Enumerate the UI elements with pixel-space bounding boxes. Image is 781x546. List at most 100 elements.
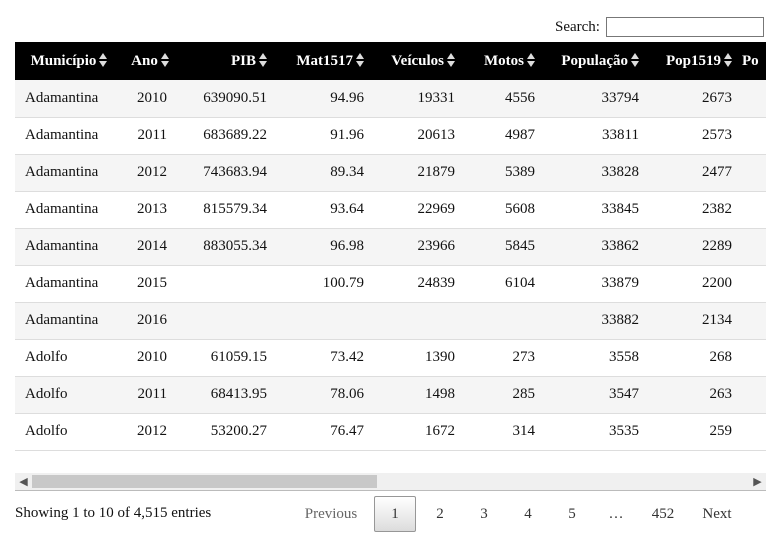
table-cell: Adolfo (25, 386, 68, 402)
horizontal-scrollbar[interactable]: ◀ ▶ (15, 473, 766, 491)
table-cell: 96.98 (330, 238, 364, 254)
sort-both-icon (447, 52, 455, 67)
table-row: Adolfo 2012 53200.27 76.47 1672 314 3535 259 (15, 413, 766, 450)
table-cell (742, 339, 766, 376)
column-header[interactable]: População (545, 42, 649, 80)
sort-both-icon (527, 52, 535, 67)
table-cell: 2673 (702, 89, 732, 106)
column-header[interactable]: Ano (123, 42, 177, 80)
column-header-label: Po (742, 52, 759, 69)
table-cell: 2011 (137, 127, 167, 143)
page-button[interactable]: 2 (436, 505, 444, 522)
table-row: Adamantina 2013 815579.34 93.64 22969 5608 338… (15, 191, 766, 228)
sort-both-icon (356, 52, 364, 67)
table-cell: 33862 (601, 238, 640, 254)
table-cell: 1498 (425, 386, 455, 402)
page-button[interactable]: 3 (480, 505, 488, 522)
table-cell: 285 (512, 386, 536, 402)
previous-page-button[interactable]: Previous (304, 505, 358, 522)
sort-both-icon (631, 52, 639, 67)
table-cell: 33882 (601, 312, 640, 328)
pagination-ellipsis: … (608, 505, 624, 522)
next-page-button[interactable]: Next (702, 505, 732, 522)
column-header[interactable]: Mat1517 (277, 42, 374, 80)
table-cell: 73.42 (330, 349, 364, 365)
column-header[interactable]: Po (742, 42, 766, 80)
table-cell: 22969 (417, 201, 456, 217)
table-cell (177, 265, 277, 302)
table-body: Adamantina 2010 639090.51 94.96 19331 4556 337… (15, 80, 766, 450)
table-cell: 273 (512, 349, 536, 365)
sort-both-icon (160, 52, 169, 67)
table-cell: 5608 (505, 201, 535, 217)
table-cell: 2012 (137, 423, 167, 439)
table-cell: 2200 (702, 275, 732, 291)
sort-both-icon (99, 52, 108, 67)
table-cell: 3558 (609, 349, 639, 365)
table-cell (465, 302, 545, 339)
table-cell: 2016 (137, 312, 167, 328)
column-header-label: População (561, 52, 628, 69)
chevron-left-icon[interactable]: ◀ (19, 475, 28, 488)
column-header[interactable]: Veículos (374, 42, 465, 80)
table-cell: 33794 (601, 89, 640, 106)
table-cell (277, 302, 374, 339)
table-cell: 100.79 (322, 275, 364, 291)
table-cell: 2477 (702, 164, 732, 180)
page-button[interactable]: 4 (524, 505, 532, 522)
table-cell: 4556 (505, 89, 535, 106)
table-cell: 639090.51 (203, 89, 267, 106)
column-header[interactable]: Pop1519 (649, 42, 742, 80)
page-button-current[interactable]: 1 (374, 496, 416, 532)
table-row: Adamantina 2015 100.79 24839 6104 33879 2200 (15, 265, 766, 302)
table-cell: 2013 (137, 201, 167, 217)
table-cell: 5845 (505, 238, 535, 254)
page-button[interactable]: 5 (568, 505, 576, 522)
table-cell (177, 302, 277, 339)
table-cell: 3547 (609, 386, 639, 402)
table-cell: 33845 (601, 201, 640, 217)
table-cell: 68413.95 (210, 386, 267, 402)
table-cell: 2382 (702, 201, 732, 217)
column-header-label: PIB (230, 52, 256, 69)
table-row: Adolfo 2011 68413.95 78.06 1498 285 3547 263 (15, 376, 766, 413)
chevron-right-icon[interactable]: ▶ (753, 475, 762, 488)
table-cell: 1672 (425, 423, 455, 439)
table-cell: 24839 (417, 275, 456, 291)
table-row: Adamantina 2016 33882 2134 (15, 302, 766, 339)
scrollbar-thumb[interactable] (32, 475, 377, 488)
table-cell: 3535 (609, 423, 639, 439)
table-cell (742, 265, 766, 302)
table-cell: 2015 (137, 275, 167, 291)
table-cell: 91.96 (330, 127, 364, 143)
sort-both-icon (724, 52, 732, 67)
table-cell: Adamantina (25, 312, 99, 328)
table-cell: 2010 (137, 349, 167, 365)
column-header[interactable]: Motos (465, 42, 545, 80)
table-cell: 815579.34 (203, 201, 267, 217)
table-cell: 883055.34 (203, 238, 267, 254)
table-cell: 33828 (601, 164, 640, 180)
table-row: Adamantina 2014 883055.34 96.98 23966 5845 338… (15, 228, 766, 265)
column-header[interactable]: Município (15, 42, 123, 80)
table-cell: 20613 (417, 127, 456, 143)
search-input[interactable] (605, 17, 764, 37)
last-page-button[interactable]: 452 (651, 505, 675, 522)
column-header-label: Ano (131, 52, 158, 69)
table-cell: Adamantina (25, 238, 99, 254)
table-cell: 33879 (601, 275, 640, 291)
table-cell: 268 (709, 349, 733, 365)
table-cell (742, 413, 766, 450)
table-cell (742, 228, 766, 265)
table-row: Adamantina 2011 683689.22 91.96 20613 4987 338… (15, 117, 766, 154)
table-row: Adolfo 2010 61059.15 73.42 1390 273 3558 268 (15, 339, 766, 376)
pagination: Previous 1 2 3 4 5 … 452 Next (290, 495, 746, 533)
table-cell: 683689.22 (203, 127, 267, 143)
table-cell: 4987 (505, 127, 535, 143)
table-cell: 314 (512, 423, 536, 439)
column-header[interactable]: PIB (177, 42, 277, 80)
table-cell: 743683.94 (203, 164, 267, 180)
table-cell: Adolfo (25, 423, 68, 439)
search-label: Search: (555, 18, 600, 35)
table-cell: 2134 (702, 312, 732, 328)
